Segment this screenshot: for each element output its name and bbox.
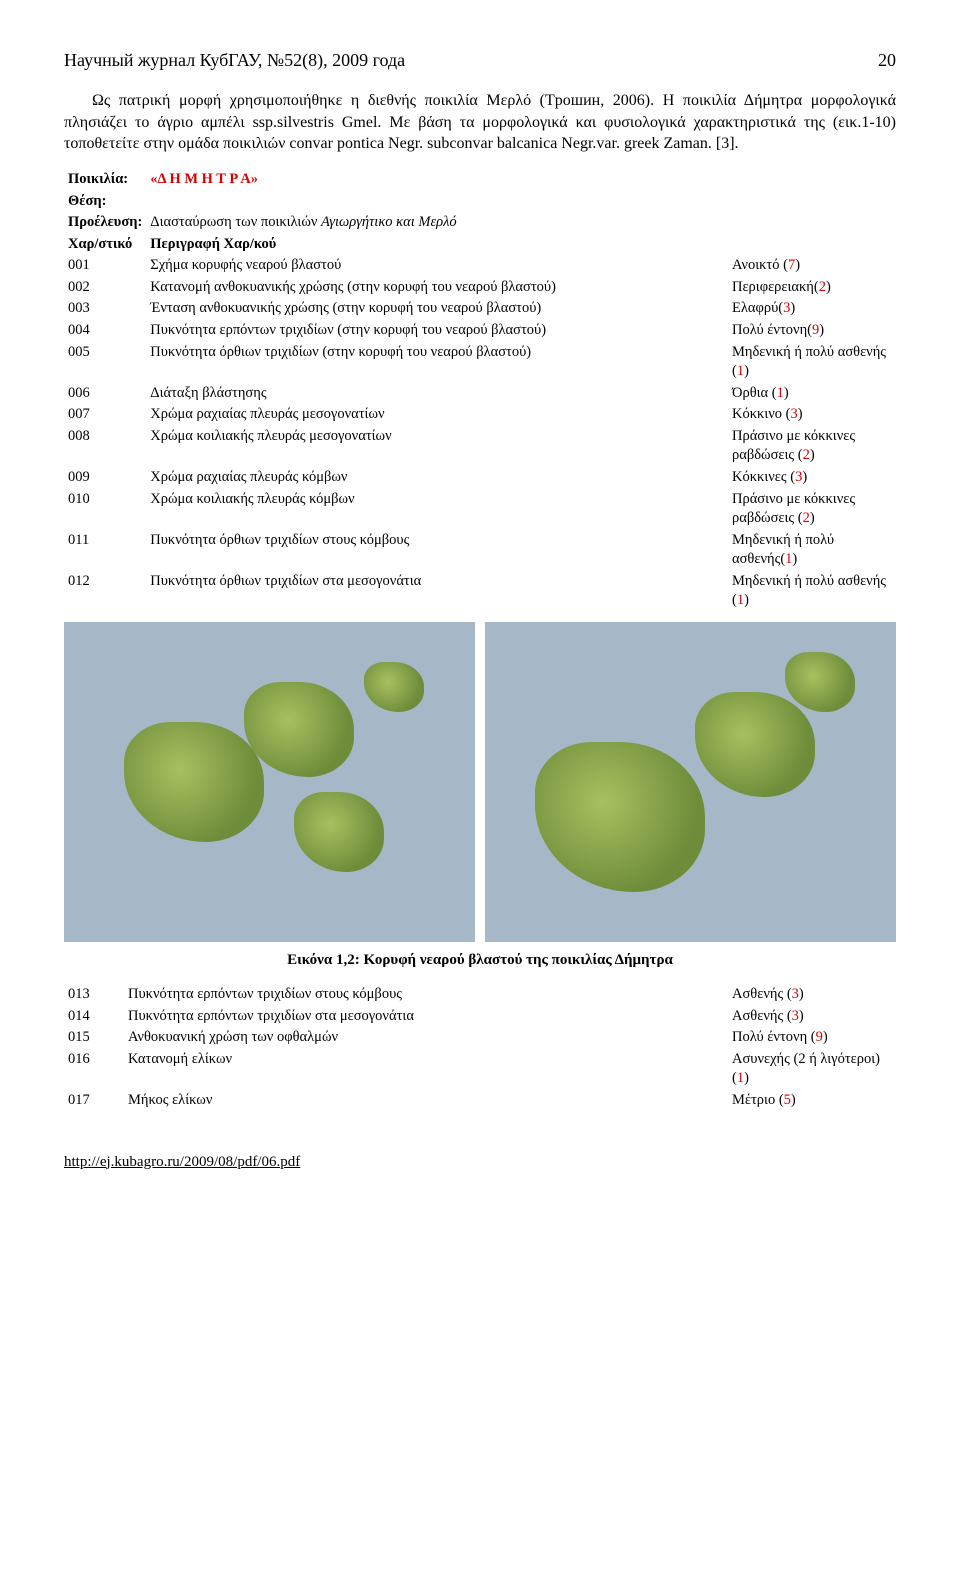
- char-value: Περιφερειακή(2): [728, 277, 896, 299]
- table-row: 009Χρώμα ραχιαίας πλευράς κόμβωνΚόκκινες…: [64, 467, 896, 489]
- journal-title: Научный журнал КубГАУ, №52(8), 2009 года: [64, 48, 405, 72]
- char-desc: Ανθοκυανική χρώση των οφθαλμών: [124, 1027, 728, 1049]
- char-code-header: Χαρ/στικό: [64, 234, 146, 256]
- char-code: 012: [64, 571, 146, 612]
- table-row: 016Κατανομή ελίκωνΑσυνεχής (2 ή λιγότερο…: [64, 1049, 896, 1090]
- characteristics-table-top: Ποικιλία: «Δ Η Μ Η Τ Ρ Α» Θέση: Προέλευσ…: [64, 169, 896, 612]
- char-desc: Πυκνότητα όρθιων τριχιδίων στους κόμβους: [146, 530, 728, 571]
- table-row: 003Ένταση ανθοκυανικής χρώσης (στην κορυ…: [64, 298, 896, 320]
- char-value: Κόκκινες (3): [728, 467, 896, 489]
- table-row: 005Πυκνότητα όρθιων τριχιδίων (στην κορυ…: [64, 342, 896, 383]
- char-value: Ανοικτό (7): [728, 255, 896, 277]
- figure-caption: Εικόνα 1,2: Κορυφή νεαρού βλαστού της πο…: [64, 950, 896, 970]
- origin-label: Προέλευση:: [64, 212, 146, 234]
- char-value: Ασθενής (3): [728, 984, 896, 1006]
- char-value: Ασυνεχής (2 ή λιγότεροι) (1): [728, 1049, 896, 1090]
- char-desc: Σχήμα κορυφής νεαρού βλαστού: [146, 255, 728, 277]
- figure-2: [485, 622, 896, 942]
- char-desc: Χρώμα κοιλιακής πλευράς μεσογονατίων: [146, 426, 728, 467]
- table-row: 015Ανθοκυανική χρώση των οφθαλμώνΠολύ έν…: [64, 1027, 896, 1049]
- char-desc: Κατανομή ελίκων: [124, 1049, 728, 1090]
- char-code: 005: [64, 342, 146, 383]
- char-desc: Χρώμα ραχιαίας πλευράς μεσογονατίων: [146, 404, 728, 426]
- char-code: 002: [64, 277, 146, 299]
- table-row: 011Πυκνότητα όρθιων τριχιδίων στους κόμβ…: [64, 530, 896, 571]
- char-desc: Πυκνότητα όρθιων τριχιδίων (στην κορυφή …: [146, 342, 728, 383]
- char-code: 016: [64, 1049, 124, 1090]
- char-value: Μηδενική ή πολύ ασθενής (1): [728, 571, 896, 612]
- char-value: Μηδενική ή πολύ ασθενής (1): [728, 342, 896, 383]
- char-header-row: Χαρ/στικό Περιγραφή Χαρ/κού: [64, 234, 896, 256]
- table-row: 013Πυκνότητα ερπόντων τριχιδίων στους κό…: [64, 984, 896, 1006]
- intro-paragraph: Ως πατρική μορφή χρησιμοποιήθηκε η διεθν…: [64, 90, 896, 155]
- char-desc: Ένταση ανθοκυανικής χρώσης (στην κορυφή …: [146, 298, 728, 320]
- page-number: 20: [878, 48, 896, 72]
- thesis-label: Θέση:: [64, 191, 146, 213]
- char-value: Κόκκινο (3): [728, 404, 896, 426]
- variety-label: Ποικιλία:: [64, 169, 146, 191]
- figure-1: [64, 622, 475, 942]
- meta-origin-row: Προέλευση: Διασταύρωση των ποικιλιών Αγι…: [64, 212, 896, 234]
- char-desc: Πυκνότητα ερπόντων τριχιδίων στα μεσογον…: [124, 1006, 728, 1028]
- char-code: 017: [64, 1090, 124, 1112]
- char-desc-header: Περιγραφή Χαρ/κού: [146, 234, 728, 256]
- char-value: Πράσινο με κόκκινες ραβδώσεις (2): [728, 489, 896, 530]
- table-row: 006Διάταξη βλάστησηςΌρθια (1): [64, 383, 896, 405]
- char-code: 007: [64, 404, 146, 426]
- char-code: 009: [64, 467, 146, 489]
- char-code: 001: [64, 255, 146, 277]
- char-desc: Διάταξη βλάστησης: [146, 383, 728, 405]
- char-desc: Χρώμα ραχιαίας πλευράς κόμβων: [146, 467, 728, 489]
- char-code: 013: [64, 984, 124, 1006]
- table-row: 004Πυκνότητα ερπόντων τριχιδίων (στην κο…: [64, 320, 896, 342]
- figure-row: [64, 622, 896, 942]
- footer-link[interactable]: http://ej.kubagro.ru/2009/08/pdf/06.pdf: [64, 1152, 896, 1172]
- table-row: 002Κατανομή ανθοκυανικής χρώσης (στην κο…: [64, 277, 896, 299]
- char-value: Μηδενική ή πολύ ασθενής(1): [728, 530, 896, 571]
- table-row: 001Σχήμα κορυφής νεαρού βλαστούΑνοικτό (…: [64, 255, 896, 277]
- char-desc: Πυκνότητα όρθιων τριχιδίων στα μεσογονάτ…: [146, 571, 728, 612]
- char-code: 008: [64, 426, 146, 467]
- table-row: 012Πυκνότητα όρθιων τριχιδίων στα μεσογο…: [64, 571, 896, 612]
- char-value: Πράσινο με κόκκινες ραβδώσεις (2): [728, 426, 896, 467]
- char-desc: Κατανομή ανθοκυανικής χρώσης (στην κορυφ…: [146, 277, 728, 299]
- table-row: 017Μήκος ελίκωνΜέτριο (5): [64, 1090, 896, 1112]
- meta-thesis-row: Θέση:: [64, 191, 896, 213]
- variety-value: «Δ Η Μ Η Τ Ρ Α»: [146, 169, 728, 191]
- char-desc: Πυκνότητα ερπόντων τριχιδίων στους κόμβο…: [124, 984, 728, 1006]
- char-value: Ασθενής (3): [728, 1006, 896, 1028]
- char-code: 015: [64, 1027, 124, 1049]
- char-code: 006: [64, 383, 146, 405]
- char-code: 003: [64, 298, 146, 320]
- char-desc: Μήκος ελίκων: [124, 1090, 728, 1112]
- char-code: 004: [64, 320, 146, 342]
- meta-variety-row: Ποικιλία: «Δ Η Μ Η Τ Ρ Α»: [64, 169, 896, 191]
- char-value: Πολύ έντονη(9): [728, 320, 896, 342]
- char-value: Μέτριο (5): [728, 1090, 896, 1112]
- char-value: Πολύ έντονη (9): [728, 1027, 896, 1049]
- table-row: 014Πυκνότητα ερπόντων τριχιδίων στα μεσο…: [64, 1006, 896, 1028]
- char-value: Όρθια (1): [728, 383, 896, 405]
- char-desc: Χρώμα κοιλιακής πλευράς κόμβων: [146, 489, 728, 530]
- char-value: Ελαφρύ(3): [728, 298, 896, 320]
- table-row: 010Χρώμα κοιλιακής πλευράς κόμβωνΠράσινο…: [64, 489, 896, 530]
- char-code: 010: [64, 489, 146, 530]
- char-code: 011: [64, 530, 146, 571]
- origin-value: Διασταύρωση των ποικιλιών Αγιωργήτικο κα…: [146, 212, 728, 234]
- characteristics-table-bottom: 013Πυκνότητα ερπόντων τριχιδίων στους κό…: [64, 984, 896, 1111]
- char-desc: Πυκνότητα ερπόντων τριχιδίων (στην κορυφ…: [146, 320, 728, 342]
- char-code: 014: [64, 1006, 124, 1028]
- page-header: Научный журнал КубГАУ, №52(8), 2009 года…: [64, 48, 896, 72]
- table-row: 007Χρώμα ραχιαίας πλευράς μεσογονατίωνΚό…: [64, 404, 896, 426]
- table-row: 008Χρώμα κοιλιακής πλευράς μεσογονατίωνΠ…: [64, 426, 896, 467]
